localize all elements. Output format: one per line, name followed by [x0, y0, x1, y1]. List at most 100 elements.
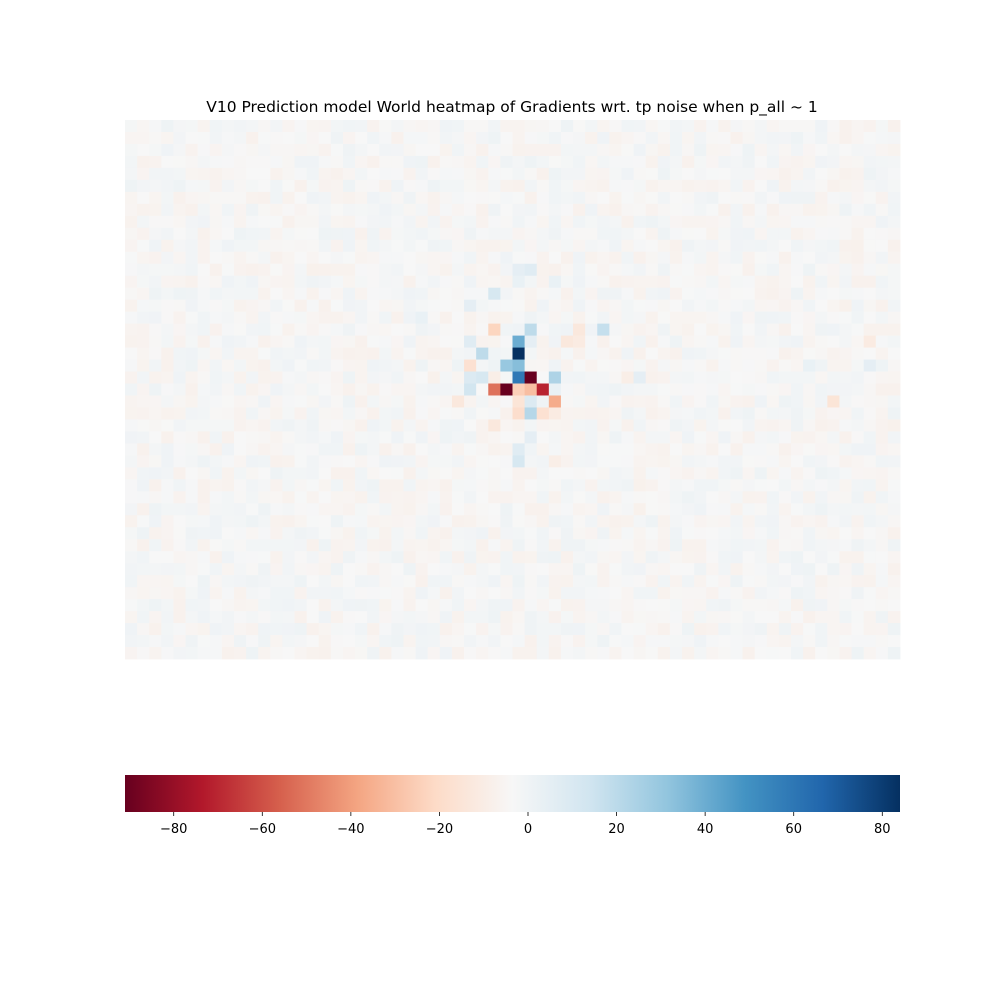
- heatmap-cell: [839, 167, 852, 181]
- heatmap-cell: [730, 383, 743, 396]
- heatmap-cell: [221, 120, 235, 133]
- heatmap-cell: [621, 167, 634, 181]
- heatmap-cell: [451, 143, 465, 157]
- heatmap-cell: [585, 455, 598, 468]
- heatmap-cell: [633, 419, 647, 432]
- heatmap-cell: [149, 395, 162, 408]
- heatmap-cell: [706, 215, 719, 229]
- heatmap-cell: [645, 155, 659, 169]
- heatmap-cell: [439, 443, 453, 456]
- heatmap-cell: [609, 407, 622, 420]
- heatmap-cell: [694, 623, 707, 636]
- heatmap-cell: [306, 383, 320, 396]
- heatmap-cell: [161, 287, 174, 301]
- heatmap-cell: [682, 515, 695, 528]
- heatmap-cell: [827, 371, 840, 384]
- heatmap-cell: [258, 323, 271, 336]
- heatmap-cell: [137, 431, 150, 444]
- heatmap-cell: [379, 227, 392, 241]
- heatmap-cell: [827, 563, 840, 576]
- heatmap-cell: [875, 647, 889, 660]
- heatmap-cell: [270, 479, 283, 492]
- heatmap-cell: [609, 287, 622, 301]
- heatmap-cell: [730, 275, 743, 289]
- heatmap-cell: [415, 467, 429, 480]
- heatmap-cell: [730, 359, 743, 372]
- heatmap-cell: [137, 227, 150, 241]
- heatmap-cell: [633, 287, 647, 301]
- heatmap-cell: [282, 323, 295, 336]
- heatmap-cell: [488, 455, 501, 468]
- heatmap-cell: [282, 479, 295, 492]
- heatmap-cell: [476, 311, 489, 325]
- heatmap-cell: [427, 287, 441, 301]
- heatmap-cell: [209, 335, 223, 348]
- heatmap-cell: [391, 131, 404, 145]
- heatmap-cell: [451, 251, 465, 265]
- heatmap-cell: [258, 251, 271, 265]
- heatmap-cell: [488, 575, 501, 588]
- heatmap-cell: [645, 419, 659, 432]
- heatmap-cell: [427, 455, 441, 468]
- heatmap-cell: [597, 455, 610, 468]
- heatmap-cell: [185, 395, 199, 408]
- heatmap-cell: [451, 515, 465, 528]
- heatmap-cell: [512, 120, 526, 133]
- heatmap-cell: [294, 167, 308, 181]
- heatmap-cell: [548, 215, 562, 229]
- heatmap-cell: [645, 503, 659, 516]
- heatmap-cell: [439, 515, 453, 528]
- heatmap-cell: [863, 263, 877, 277]
- heatmap-cell: [330, 311, 344, 325]
- heatmap-cell: [669, 371, 683, 384]
- heatmap-cell: [149, 275, 162, 289]
- heatmap-cell: [694, 407, 707, 420]
- heatmap-cell: [827, 227, 840, 241]
- heatmap-cell: [330, 539, 344, 552]
- heatmap-cell: [851, 479, 865, 492]
- heatmap-cell: [524, 467, 538, 480]
- heatmap-cell: [585, 191, 598, 205]
- heatmap-cell: [887, 371, 901, 384]
- heatmap-cell: [766, 179, 780, 193]
- heatmap-cell: [585, 155, 598, 169]
- heatmap-cell: [379, 419, 392, 432]
- heatmap-cell: [464, 551, 477, 564]
- heatmap-cell: [270, 215, 283, 229]
- heatmap-cell: [149, 599, 162, 612]
- heatmap-cell: [512, 491, 526, 504]
- heatmap-cell: [609, 120, 622, 133]
- heatmap-cell: [427, 587, 441, 600]
- heatmap-cell: [197, 599, 211, 612]
- heatmap-cell: [391, 599, 404, 612]
- heatmap-cell: [403, 203, 417, 217]
- heatmap-cell: [294, 443, 308, 456]
- heatmap-cell: [803, 467, 816, 480]
- heatmap-cell: [754, 155, 768, 169]
- heatmap-cell: [318, 227, 332, 241]
- heatmap-cell: [815, 611, 828, 624]
- heatmap-cell: [718, 455, 731, 468]
- heatmap-cell: [694, 443, 707, 456]
- heatmap-cell: [185, 227, 199, 241]
- heatmap-cell: [827, 347, 840, 360]
- heatmap-cell: [464, 383, 477, 396]
- heatmap-cell: [355, 623, 368, 636]
- heatmap-cell: [197, 275, 211, 289]
- heatmap-cell: [875, 479, 889, 492]
- heatmap-cell: [246, 155, 259, 169]
- heatmap-cell: [827, 395, 840, 408]
- heatmap-cell: [621, 587, 634, 600]
- heatmap-cell: [246, 539, 259, 552]
- heatmap-cell: [863, 203, 877, 217]
- heatmap-cell: [863, 395, 877, 408]
- heatmap-cell: [887, 503, 901, 516]
- heatmap-cell: [161, 419, 174, 432]
- heatmap-cell: [669, 131, 683, 145]
- heatmap-cell: [306, 491, 320, 504]
- heatmap-cell: [875, 251, 889, 265]
- heatmap-cell: [149, 407, 162, 420]
- heatmap-cell: [500, 347, 513, 360]
- heatmap-cell: [815, 623, 828, 636]
- heatmap-cell: [706, 407, 719, 420]
